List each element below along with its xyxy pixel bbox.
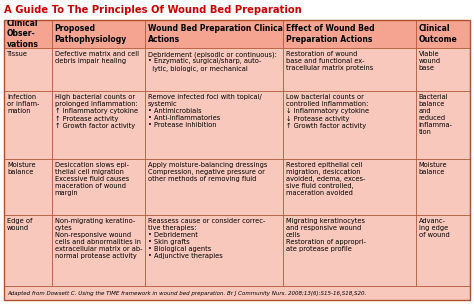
Text: Remove infected foci with topical/
systemic
• Antimicrobials
• Anti-inflammatori: Remove infected foci with topical/ syste… xyxy=(147,94,261,128)
Text: Moisture
balance: Moisture balance xyxy=(419,162,447,175)
Bar xyxy=(283,91,416,159)
Text: Clinical
Obser-
vations: Clinical Obser- vations xyxy=(7,19,39,49)
Text: Wound Bed Preparation Clinical
Actions: Wound Bed Preparation Clinical Actions xyxy=(147,24,285,44)
Bar xyxy=(416,215,470,286)
Bar xyxy=(145,91,283,159)
Bar xyxy=(416,20,470,48)
Bar xyxy=(283,215,416,286)
Bar xyxy=(283,48,416,91)
Text: Desiccation slows epi-
thelial cell migration
Excessive fluid causes
maceration : Desiccation slows epi- thelial cell migr… xyxy=(55,162,129,196)
Text: Debridement (episodic or continuous):
• Enzymatic, surgical/sharp, auto-
  lytic: Debridement (episodic or continuous): • … xyxy=(147,51,276,71)
Text: Adapted from Dowsett C. Using the TIME framework in wound bed preparation. Br J : Adapted from Dowsett C. Using the TIME f… xyxy=(7,291,366,295)
Bar xyxy=(283,159,416,215)
Bar xyxy=(52,159,145,215)
Text: Edge of
wound: Edge of wound xyxy=(7,218,32,231)
Bar xyxy=(416,48,470,91)
Text: Effect of Wound Bed
Preparation Actions: Effect of Wound Bed Preparation Actions xyxy=(286,24,374,44)
Bar xyxy=(52,215,145,286)
Text: Apply moisture-balancing dressings
Compression, negative pressure or
other metho: Apply moisture-balancing dressings Compr… xyxy=(147,162,267,182)
Text: Proposed
Pathophysiology: Proposed Pathophysiology xyxy=(55,24,127,44)
Text: Infection
or inflam-
mation: Infection or inflam- mation xyxy=(7,94,39,114)
Text: High bacterial counts or
prolonged inflammation:
↑ Inflammatory cytokine
↑ Prote: High bacterial counts or prolonged infla… xyxy=(55,94,138,129)
Bar xyxy=(4,215,52,286)
Text: Restoration of wound
base and functional ex-
tracellular matrix proteins: Restoration of wound base and functional… xyxy=(286,51,373,71)
Bar xyxy=(52,48,145,91)
Text: Migrating keratinocytes
and responsive wound
cells
Restoration of appropri-
ate : Migrating keratinocytes and responsive w… xyxy=(286,218,365,252)
Bar xyxy=(52,20,145,48)
Bar xyxy=(4,91,52,159)
Text: Tissue: Tissue xyxy=(7,51,28,57)
Bar xyxy=(4,286,470,300)
Text: Clinical
Outcome: Clinical Outcome xyxy=(419,24,457,44)
Bar xyxy=(4,159,52,215)
Text: Advanc-
ing edge
of wound: Advanc- ing edge of wound xyxy=(419,218,449,238)
Text: Defective matrix and cell
debris impair healing: Defective matrix and cell debris impair … xyxy=(55,51,139,64)
Text: A Guide To The Principles Of Wound Bed Preparation: A Guide To The Principles Of Wound Bed P… xyxy=(4,5,302,15)
Bar xyxy=(4,20,52,48)
Bar xyxy=(52,91,145,159)
Bar xyxy=(416,91,470,159)
Text: Viable
wound
base: Viable wound base xyxy=(419,51,441,71)
Text: Reassess cause or consider correc-
tive therapies:
• Debridement
• Skin grafts
•: Reassess cause or consider correc- tive … xyxy=(147,218,265,259)
Bar xyxy=(145,48,283,91)
Text: Low bacterial counts or
controlled inflammation:
↓ Inflammatory cytokine
↓ Prote: Low bacterial counts or controlled infla… xyxy=(286,94,369,129)
Bar xyxy=(145,20,283,48)
Text: Moisture
balance: Moisture balance xyxy=(7,162,36,175)
Text: Non-migrating keratino-
cytes
Non-responsive wound
cells and abnormalities in
ex: Non-migrating keratino- cytes Non-respon… xyxy=(55,218,142,259)
Bar xyxy=(283,20,416,48)
Bar xyxy=(416,159,470,215)
Text: Restored epithelial cell
migration, desiccation
avoided, edema, exces-
sive flui: Restored epithelial cell migration, desi… xyxy=(286,162,365,196)
Bar xyxy=(145,159,283,215)
Bar xyxy=(4,48,52,91)
Bar xyxy=(145,215,283,286)
Text: Bacterial
balance
and
reduced
inflamma-
tion: Bacterial balance and reduced inflamma- … xyxy=(419,94,453,135)
